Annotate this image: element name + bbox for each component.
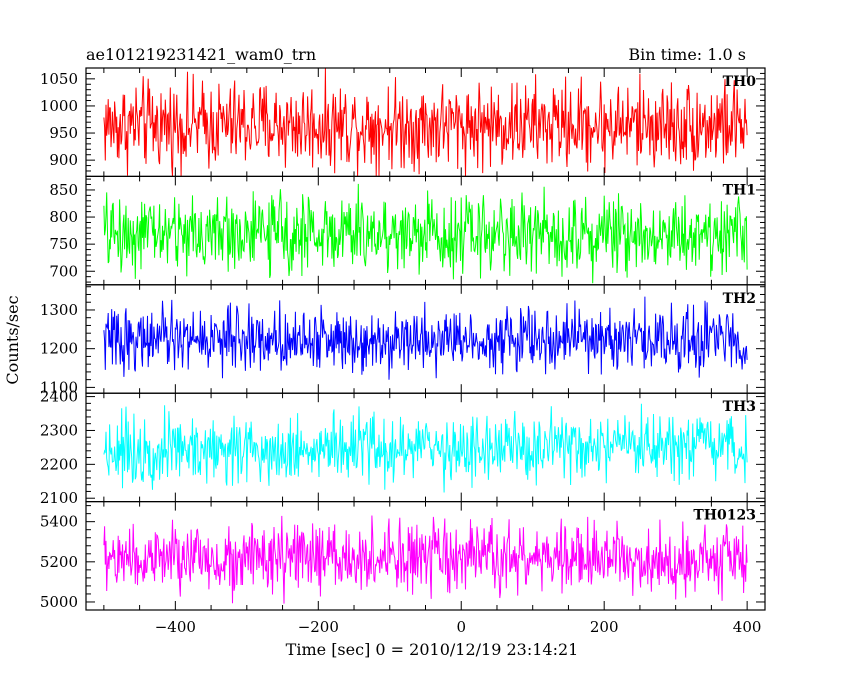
y-tick-label: 700 bbox=[49, 262, 78, 280]
y-tick-label: 5000 bbox=[40, 593, 78, 611]
series-line-th3 bbox=[103, 403, 748, 493]
y-tick-label: 1200 bbox=[40, 340, 78, 358]
y-tick-label: 1000 bbox=[40, 97, 78, 115]
y-tick-label: 2400 bbox=[40, 388, 78, 406]
x-axis: −400 −200 0 200 400 bbox=[155, 618, 762, 636]
panel-label: TH0123 bbox=[693, 508, 756, 524]
bin-time-label: Bin time: 1.0 s bbox=[628, 45, 746, 64]
y-tick-label: 5200 bbox=[40, 553, 78, 571]
panel-label: TH0 bbox=[723, 74, 757, 90]
x-axis-label: Time [sec] 0 = 2010/12/19 23:14:21 bbox=[286, 640, 579, 659]
panel-label: TH2 bbox=[723, 291, 756, 307]
y-tick-label: 900 bbox=[49, 151, 78, 169]
y-tick-label: 2200 bbox=[40, 455, 78, 473]
x-tick-label: 400 bbox=[733, 618, 762, 636]
series-line-th1 bbox=[103, 183, 748, 284]
chart-title: ae101219231421_wam0_trn bbox=[86, 45, 316, 64]
x-tick-label: 0 bbox=[456, 618, 466, 636]
y-tick-label: 2100 bbox=[40, 489, 78, 507]
panel-th2: 1100 1200 1300 TH2 bbox=[40, 284, 766, 396]
x-tick-label: −200 bbox=[298, 618, 339, 636]
panel-th3: 2100 2200 2300 2400 TH3 bbox=[40, 388, 766, 507]
series-line-th0 bbox=[103, 68, 748, 177]
panel-th0123: 5000 5200 5400 TH0123 bbox=[40, 501, 766, 611]
series-line-th0123 bbox=[103, 515, 748, 604]
y-tick-label: 2300 bbox=[40, 421, 78, 439]
panel-label: TH1 bbox=[723, 182, 756, 198]
panel-label: TH3 bbox=[723, 399, 756, 415]
y-axis-label: Counts/sec bbox=[3, 295, 22, 384]
y-tick-label: 950 bbox=[49, 124, 78, 142]
y-tick-label: 1100 bbox=[40, 378, 78, 396]
y-tick-label: 1050 bbox=[40, 70, 78, 88]
series-line-th2 bbox=[103, 296, 748, 380]
y-tick-label: 850 bbox=[49, 181, 78, 199]
panel-th1: 700 750 800 850 TH1 bbox=[49, 175, 766, 286]
y-tick-label: 750 bbox=[49, 235, 78, 253]
x-tick-label: 200 bbox=[590, 618, 619, 636]
y-tick-label: 800 bbox=[49, 208, 78, 226]
panels-group: 900 950 1000 1050 TH0 700 750 800 850 TH1 1100 1200… bbox=[40, 67, 766, 611]
y-tick-label: 5400 bbox=[40, 513, 78, 531]
y-tick-label: 1300 bbox=[40, 301, 78, 319]
x-tick-label: −400 bbox=[155, 618, 196, 636]
panel-th0: 900 950 1000 1050 TH0 bbox=[40, 67, 766, 178]
